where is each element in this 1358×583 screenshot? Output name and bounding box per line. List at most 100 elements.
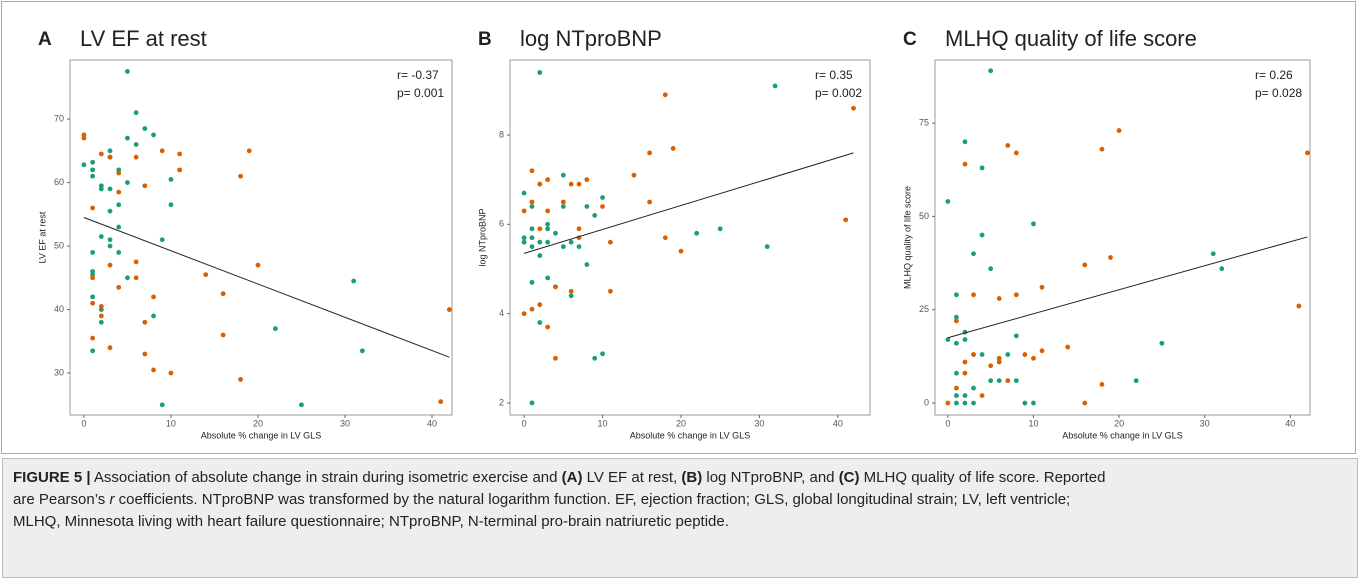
- point: [246, 148, 252, 154]
- point: [607, 239, 613, 245]
- annotation: r= 0.35: [815, 68, 853, 82]
- caption-text: MLHQ, Minnesota living with heart failur…: [13, 513, 729, 530]
- x-tick-label: 0: [81, 418, 86, 428]
- point: [560, 172, 566, 178]
- caption-text: r: [109, 491, 115, 508]
- point: [584, 262, 590, 267]
- point: [299, 402, 304, 408]
- point: [98, 151, 104, 157]
- point: [1305, 150, 1310, 156]
- point: [1005, 352, 1011, 357]
- caption-line: FIGURE 5 | Association of absolute chang…: [13, 467, 1347, 489]
- point: [125, 275, 130, 281]
- caption-line: are Pearson’s r coefficients. NTproBNP w…: [13, 489, 1347, 511]
- point: [971, 385, 976, 391]
- point: [168, 370, 174, 376]
- point: [1082, 400, 1088, 406]
- point: [151, 294, 156, 300]
- point: [529, 226, 535, 232]
- point: [220, 291, 226, 297]
- point: [116, 189, 122, 195]
- point: [446, 307, 452, 312]
- point: [576, 181, 582, 187]
- point: [545, 324, 551, 330]
- caption-text: are Pearson’s: [13, 491, 110, 508]
- point: [678, 248, 684, 254]
- point: [220, 332, 226, 338]
- point: [521, 235, 527, 241]
- point: [962, 400, 968, 406]
- point: [159, 148, 165, 154]
- x-tick-label: 10: [1028, 418, 1038, 428]
- point: [133, 259, 139, 265]
- point: [1013, 333, 1019, 339]
- point: [438, 399, 444, 405]
- panel-letter: A: [38, 29, 52, 50]
- point: [954, 340, 959, 346]
- y-tick-label: 50: [54, 240, 64, 250]
- panel-title: log NTproBNP: [520, 26, 662, 51]
- point: [560, 244, 566, 250]
- point: [529, 199, 535, 205]
- y-tick-label: 50: [919, 211, 929, 221]
- point: [545, 208, 551, 214]
- point: [945, 400, 951, 406]
- caption-text: (C): [838, 469, 860, 486]
- x-tick-label: 10: [598, 418, 608, 428]
- point: [996, 296, 1002, 301]
- point: [545, 177, 551, 183]
- point: [647, 199, 653, 205]
- point: [90, 250, 96, 255]
- point: [553, 284, 558, 290]
- point: [151, 313, 156, 319]
- point: [537, 302, 543, 308]
- point: [971, 352, 976, 357]
- point: [351, 278, 357, 284]
- x-tick-label: 30: [1200, 418, 1210, 428]
- figure-border: [1, 1, 1356, 454]
- point: [988, 266, 994, 272]
- point: [238, 377, 243, 382]
- point: [125, 135, 130, 141]
- point: [945, 199, 951, 204]
- point: [159, 402, 165, 408]
- point: [560, 199, 566, 205]
- point: [1013, 378, 1019, 384]
- point: [142, 351, 148, 357]
- point: [529, 306, 535, 312]
- point: [116, 224, 122, 230]
- caption-text: Association of absolute change in strain…: [90, 469, 562, 486]
- point: [979, 352, 985, 357]
- point: [979, 393, 985, 398]
- point: [521, 239, 527, 245]
- point: [1031, 355, 1036, 361]
- point: [537, 181, 543, 187]
- point: [717, 226, 723, 232]
- x-tick-label: 40: [1285, 418, 1295, 428]
- point: [568, 293, 574, 299]
- point: [962, 359, 968, 365]
- point: [168, 176, 174, 182]
- y-axis-label: MLHQ quality of life score: [902, 186, 912, 289]
- x-axis-label: Absolute % change in LV GLS: [1062, 430, 1182, 440]
- y-tick-label: 60: [54, 177, 64, 187]
- y-tick-label: 25: [919, 304, 929, 314]
- point: [962, 370, 968, 376]
- point: [545, 275, 551, 281]
- point: [521, 311, 527, 317]
- caption-text: (B): [681, 469, 703, 486]
- point: [98, 186, 104, 192]
- point: [971, 292, 976, 298]
- point: [607, 288, 613, 294]
- caption-text: FIGURE 5 |: [13, 469, 91, 486]
- plot-frame: [69, 59, 453, 416]
- y-tick-label: 0: [924, 397, 929, 407]
- point: [1159, 340, 1165, 346]
- point: [962, 337, 968, 342]
- point: [670, 146, 676, 151]
- point: [1108, 255, 1113, 260]
- x-tick-label: 30: [754, 418, 764, 428]
- point: [584, 177, 590, 183]
- x-tick-label: 40: [427, 418, 437, 428]
